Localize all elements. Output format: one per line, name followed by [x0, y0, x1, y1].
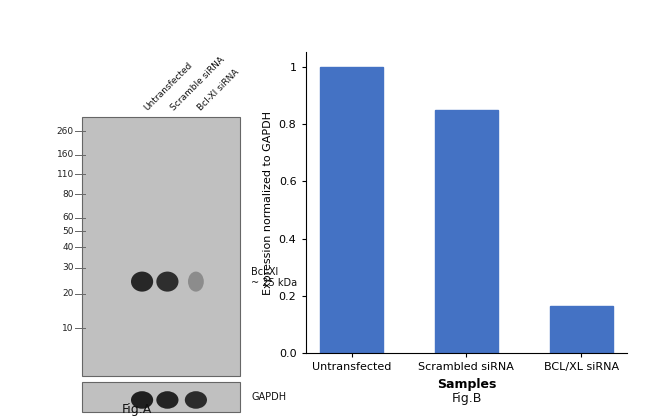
Text: 80: 80 [62, 190, 73, 199]
Ellipse shape [188, 272, 204, 292]
Text: Bcl-Xl
~ 25 kDa: Bcl-Xl ~ 25 kDa [251, 267, 297, 288]
X-axis label: Samples: Samples [437, 378, 496, 391]
Bar [320, 66, 384, 353]
Ellipse shape [185, 391, 207, 409]
Text: Fig.B: Fig.B [452, 393, 482, 405]
Text: 60: 60 [62, 213, 73, 222]
Bar [435, 110, 498, 353]
Text: 260: 260 [57, 127, 73, 136]
Ellipse shape [131, 272, 153, 292]
FancyBboxPatch shape [82, 117, 240, 376]
Text: 50: 50 [62, 227, 73, 236]
Ellipse shape [156, 391, 179, 409]
Text: GAPDH: GAPDH [251, 392, 286, 402]
FancyBboxPatch shape [82, 382, 240, 412]
Text: 30: 30 [62, 263, 73, 273]
Text: 110: 110 [57, 170, 73, 178]
Bar [549, 306, 612, 353]
Text: 160: 160 [57, 150, 73, 159]
Text: Scramble siRNA: Scramble siRNA [169, 56, 226, 113]
Text: 10: 10 [62, 324, 73, 333]
Text: Fig.A: Fig.A [122, 403, 151, 416]
Text: Bcl-Xl siRNA: Bcl-Xl siRNA [196, 68, 240, 113]
Ellipse shape [131, 391, 153, 409]
Text: 20: 20 [62, 289, 73, 298]
Text: Untransfected: Untransfected [142, 61, 194, 113]
Text: 40: 40 [62, 242, 73, 252]
Ellipse shape [156, 272, 179, 292]
Y-axis label: Expression normalized to GAPDH: Expression normalized to GAPDH [263, 111, 273, 295]
